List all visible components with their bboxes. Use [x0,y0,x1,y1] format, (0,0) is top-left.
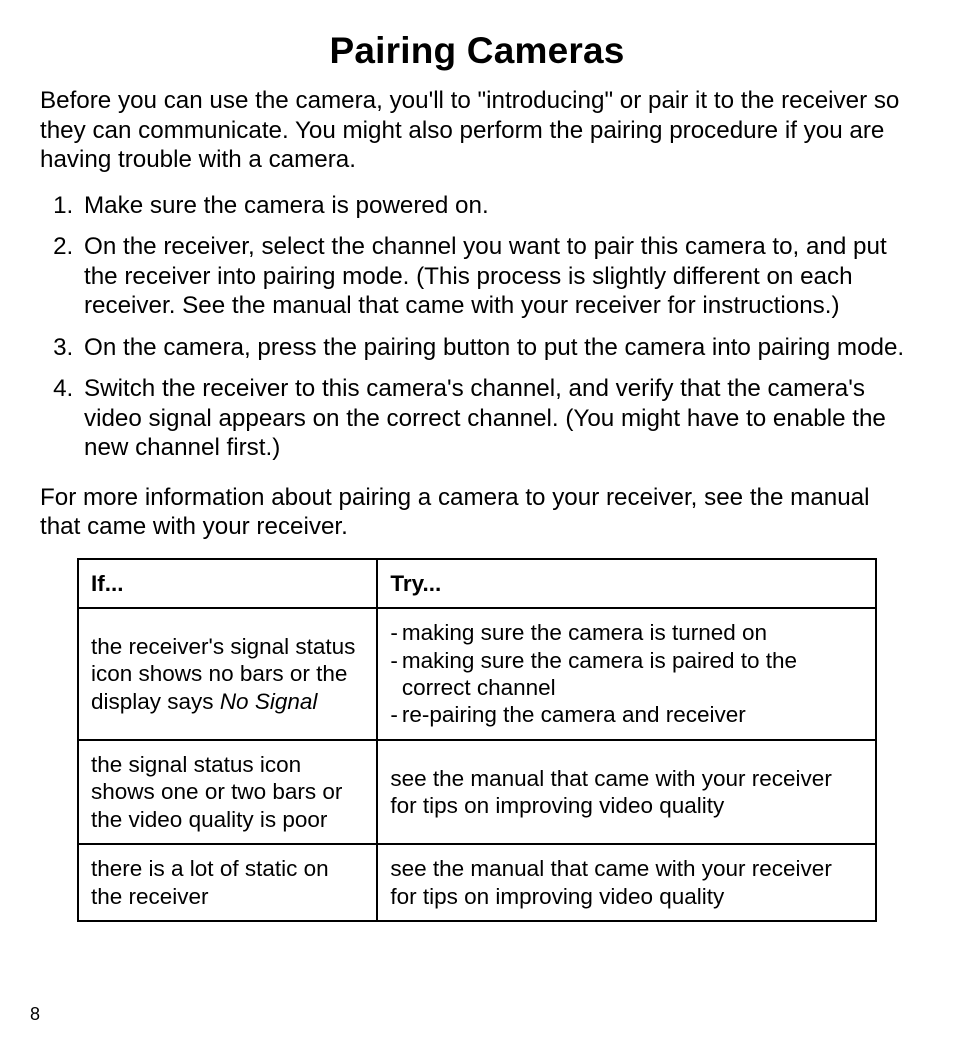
try-item: -making sure the camera is turned on [390,619,863,646]
page-number: 8 [30,1004,40,1025]
dash-icon: - [390,701,402,728]
dash-icon: - [390,619,402,646]
step-item: On the camera, press the pairing button … [80,333,914,363]
if-cell: there is a lot of static on the receiver [78,844,377,921]
try-item: -re-pairing the camera and receiver [390,701,863,728]
intro-paragraph: Before you can use the camera, you'll to… [40,86,914,175]
try-text: making sure the camera is turned on [402,619,863,646]
table-header-try: Try... [377,559,876,608]
manual-page: Pairing Cameras Before you can use the c… [0,0,954,1047]
step-item: Make sure the camera is powered on. [80,191,914,221]
table-row: the receiver's signal status icon shows … [78,608,876,740]
table-row: the signal status icon shows one or two … [78,740,876,844]
try-cell: see the manual that came with your recei… [377,740,876,844]
if-italic-text: No Signal [220,689,318,714]
step-item: On the receiver, select the channel you … [80,232,914,321]
try-text: making sure the camera is paired to the … [402,647,863,702]
try-cell: -making sure the camera is turned on -ma… [377,608,876,740]
if-cell: the receiver's signal status icon shows … [78,608,377,740]
step-item: Switch the receiver to this camera's cha… [80,374,914,463]
try-list: -making sure the camera is turned on -ma… [390,619,863,729]
try-item: -making sure the camera is paired to the… [390,647,863,702]
table-header-if: If... [78,559,377,608]
steps-list: Make sure the camera is powered on. On t… [40,191,914,463]
table-row: there is a lot of static on the receiver… [78,844,876,921]
if-cell: the signal status icon shows one or two … [78,740,377,844]
page-title: Pairing Cameras [40,30,914,72]
table-header-row: If... Try... [78,559,876,608]
troubleshooting-table: If... Try... the receiver's signal statu… [77,558,877,922]
try-cell: see the manual that came with your recei… [377,844,876,921]
try-text: re-pairing the camera and receiver [402,701,863,728]
dash-icon: - [390,647,402,674]
followup-paragraph: For more information about pairing a cam… [40,483,914,542]
